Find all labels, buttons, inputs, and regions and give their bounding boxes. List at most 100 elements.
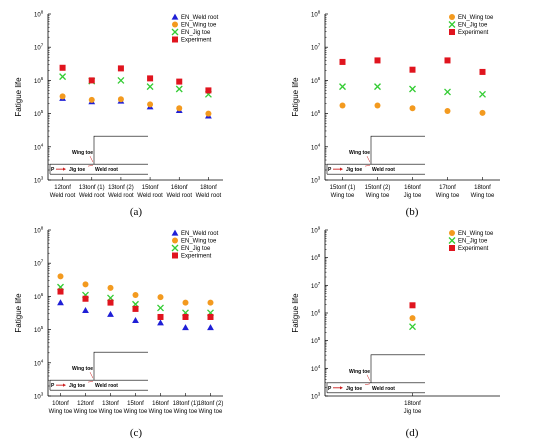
- geometry-inset: P Wing toe Jig toe Weld root: [326, 135, 425, 175]
- panel-caption: (c): [130, 427, 143, 439]
- data-point: [157, 294, 164, 301]
- data-point: [479, 90, 486, 98]
- y-tick-label: 103: [311, 176, 321, 185]
- data-point: [374, 57, 381, 64]
- y-tick-label: 103: [34, 392, 44, 401]
- inset-label-weld-root: Weld root: [95, 167, 118, 173]
- y-tick-label: 103: [34, 176, 44, 185]
- y-tick-label: 107: [34, 259, 44, 268]
- legend-entry: Experiment: [458, 246, 489, 252]
- y-tick-label: 105: [34, 109, 44, 118]
- legend-marker: [448, 237, 456, 244]
- y-tick-label: 108: [311, 10, 321, 19]
- data-point: [147, 75, 154, 82]
- legend-marker: [172, 36, 178, 43]
- y-axis-label: Fatigue life: [14, 77, 23, 117]
- inset-label-jig-toe: Jig toe: [346, 167, 362, 173]
- data-point-stroke-b: [146, 83, 154, 91]
- data-point: [374, 102, 381, 109]
- data-point: [117, 76, 125, 84]
- series-en-wing-toe: [59, 93, 212, 117]
- data-point: [147, 101, 154, 108]
- y-tick-label: 106: [311, 76, 321, 85]
- y-tick-label: 108: [34, 10, 44, 19]
- data-point-stroke-b: [409, 323, 416, 331]
- inset-pointer-wing: [366, 156, 371, 163]
- x-category-label: 15tonf: [127, 401, 144, 407]
- inset-pointer-wing: [366, 374, 371, 381]
- chart-panel-3: 103 104 105 106 107 108 Fatigue life 10tonf Wing…: [14, 226, 223, 440]
- y-tick-label: 106: [34, 76, 44, 85]
- legend-entry: EN_Weld root: [181, 15, 219, 21]
- data-point-stroke-b: [59, 73, 67, 81]
- y-tick-label: 104: [34, 142, 44, 151]
- data-point-stroke-b: [339, 83, 346, 91]
- data-point: [107, 310, 114, 317]
- x-category-label: Weld root: [166, 193, 192, 199]
- inset-web: [370, 135, 425, 165]
- inset-pointer-root: [87, 380, 94, 383]
- inset-web: [93, 135, 148, 165]
- inset-label-jig-toe: Jig toe: [346, 386, 362, 392]
- legend-marker-stroke-b: [171, 28, 179, 36]
- chart-panel-4: 103 104 105 106 107 108 109 Fatigue life 18tonf J…: [291, 226, 500, 439]
- chart-panel-1: 103 104 105 106 107 108 Fatigue life 12tonf Weld…: [14, 10, 223, 218]
- data-point: [82, 281, 89, 288]
- data-point: [117, 96, 124, 103]
- legend-marker: [172, 21, 178, 28]
- data-point: [82, 295, 89, 302]
- x-category-label: 15tonf (1): [330, 185, 356, 191]
- x-category-label: Wing toe: [436, 193, 460, 199]
- data-point: [59, 93, 66, 100]
- y-tick-label: 103: [311, 392, 321, 401]
- x-category-label: Weld root: [50, 193, 76, 199]
- legend-entry: EN_Wing toe: [458, 231, 494, 237]
- data-point: [409, 85, 416, 93]
- y-tick-label: 107: [34, 43, 44, 52]
- series-experiment: [409, 302, 416, 309]
- x-category-label: Wing toe: [366, 193, 390, 199]
- data-point: [57, 273, 64, 280]
- data-point: [88, 96, 95, 103]
- legend-entry: EN_Wing toe: [181, 239, 217, 245]
- x-category-label: 18tonf: [474, 185, 491, 191]
- series-experiment: [339, 57, 486, 75]
- data-point-stroke-b: [444, 88, 451, 96]
- inset-label-p: P: [328, 167, 332, 173]
- data-point: [175, 85, 183, 93]
- x-category-label: 13tonf (2): [108, 185, 134, 191]
- inset-pointer-wing: [89, 156, 94, 163]
- data-point: [176, 105, 183, 112]
- x-category-label: Weld root: [108, 193, 134, 199]
- data-point: [182, 299, 189, 306]
- panel-caption: (a): [130, 206, 143, 218]
- data-point: [339, 83, 346, 91]
- x-category-label: 18tonf (2): [198, 401, 224, 407]
- data-point: [107, 284, 114, 291]
- data-point: [59, 64, 66, 71]
- data-point: [409, 66, 416, 73]
- inset-label-wing-toe: Wing toe: [349, 150, 370, 156]
- y-tick-label: 106: [34, 292, 44, 301]
- inset-label-weld-root: Weld root: [372, 167, 395, 173]
- data-point: [82, 306, 89, 313]
- data-point: [409, 315, 416, 322]
- data-point-stroke-b: [175, 85, 183, 93]
- x-category-label: Jig toe: [404, 193, 422, 199]
- x-category-label: 12tonf: [54, 185, 71, 191]
- x-category-label: Wing toe: [199, 409, 223, 415]
- data-point: [57, 288, 64, 295]
- inset-label-p: P: [328, 386, 332, 392]
- inset-pointer-root: [364, 164, 371, 167]
- legend-entry: EN_Weld root: [181, 231, 219, 237]
- data-point: [157, 313, 164, 320]
- legend-entry: EN_Jig toe: [458, 239, 488, 245]
- data-point: [339, 102, 346, 109]
- y-axis-label: Fatigue life: [291, 77, 300, 117]
- data-point: [176, 78, 183, 85]
- series-experiment: [57, 288, 214, 320]
- geometry-inset: P Wing toe Jig toe Weld root: [49, 351, 148, 391]
